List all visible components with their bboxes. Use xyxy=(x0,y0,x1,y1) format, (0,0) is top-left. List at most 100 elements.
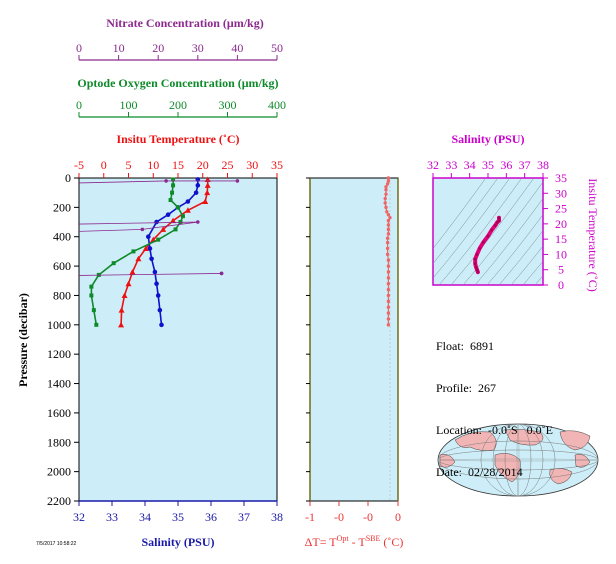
oxygen-point xyxy=(94,322,99,327)
pressure-tick-label: 600 xyxy=(53,259,71,273)
salinity-point xyxy=(149,256,154,262)
delta-t-point xyxy=(386,311,391,315)
temperature-tick-label: 0 xyxy=(101,158,107,172)
salinity-point xyxy=(165,212,171,218)
oxygen-point xyxy=(131,249,136,254)
salinity-point xyxy=(154,219,159,225)
pressure-tick-label: 2200 xyxy=(47,494,71,508)
salinity-point xyxy=(159,322,164,328)
pressure-tick-label: 0 xyxy=(65,171,71,185)
nitrate-point xyxy=(140,227,145,232)
ts-point xyxy=(482,240,485,244)
oxygen-axis-label: Optode Oxygen Concentration (μm/kg) xyxy=(77,76,278,90)
delta-t-plot-area xyxy=(309,177,399,502)
delta-t-point xyxy=(386,287,391,292)
ts-y-tick-label: 0 xyxy=(558,278,564,292)
salinity-point xyxy=(185,199,191,204)
delta-t-point xyxy=(386,232,391,236)
profile-number-text: Profile: 267 xyxy=(436,381,496,395)
oxygen-tick-label: 200 xyxy=(169,98,187,112)
delta-t-point xyxy=(385,236,390,240)
temperature-axis-label: Insitu Temperature (˚C) xyxy=(116,132,239,146)
ts-density-contours xyxy=(433,178,543,285)
globe-graticule xyxy=(437,440,599,480)
temperature-point xyxy=(204,182,211,188)
ts-density-contour xyxy=(522,260,543,285)
ts-point xyxy=(475,253,479,256)
oxygen-point xyxy=(111,261,116,266)
oxygen-point xyxy=(168,198,173,203)
nitrate-point xyxy=(235,179,240,183)
oxygen-point xyxy=(91,308,96,313)
ts-x-tick-label: 34 xyxy=(464,158,476,172)
timestamp-footer: 7/5/2017 10:58:22 xyxy=(36,541,77,547)
temperature-tick-label: 35 xyxy=(271,158,283,172)
ts-x-tick-label: 32 xyxy=(427,158,439,172)
ts-x-tick-label: 38 xyxy=(537,158,549,172)
nitrate-tick-label: 20 xyxy=(152,41,164,55)
ts-plot-title: Salinity (PSU) xyxy=(451,132,524,146)
ts-point xyxy=(478,246,482,250)
nitrate-tick-label: 50 xyxy=(271,41,283,55)
salinity-point xyxy=(154,281,159,287)
temperature-tick-label: 5 xyxy=(126,158,132,172)
oxygen-point xyxy=(173,227,178,232)
oxygen-point xyxy=(170,190,175,195)
delta-t-point xyxy=(383,196,387,201)
date-text: Date: 02/28/2014 xyxy=(436,465,523,479)
delta-t-label-main: ΔT= T xyxy=(305,535,338,549)
delta-t-tick-label: -0 xyxy=(363,510,373,524)
delta-t-label-sup2: SBE xyxy=(366,534,381,543)
ts-point xyxy=(497,216,501,220)
nitrate-line xyxy=(78,228,143,232)
globe-landmass xyxy=(574,454,591,468)
delta-t-point xyxy=(386,270,391,274)
oxygen-point xyxy=(156,237,161,242)
temperature-tick-label: 20 xyxy=(197,158,209,172)
temperature-point xyxy=(135,255,142,262)
salinity-point xyxy=(155,293,161,298)
location-text: Location: -0.0˚S 0.0˚E xyxy=(436,423,553,437)
delta-t-point xyxy=(386,179,391,183)
nitrate-point xyxy=(164,179,168,183)
salinity-tick-label: 37 xyxy=(238,510,250,524)
delta-t-point xyxy=(386,227,391,232)
ts-y-tick-label: 20 xyxy=(555,217,567,231)
delta-t-label-unit: (˚C) xyxy=(380,535,403,549)
nitrate-line xyxy=(78,180,167,184)
oxygen-point xyxy=(180,214,185,219)
salinity-tick-label: 36 xyxy=(205,510,217,524)
salinity-point xyxy=(193,190,199,195)
ts-point xyxy=(495,220,499,224)
world-globe-map xyxy=(437,423,599,497)
delta-t-point xyxy=(386,218,391,223)
ts-point xyxy=(473,262,477,265)
delta-t-point xyxy=(386,258,391,262)
ts-y-axis-label: Insitu Temperature (˚C) xyxy=(586,178,600,292)
pressure-tick-label: 1800 xyxy=(47,435,71,449)
nitrate-segment xyxy=(142,221,198,230)
ts-x-tick-label: 36 xyxy=(500,158,512,172)
ts-x-tick-label: 33 xyxy=(445,158,457,172)
salinity-axis-label: Salinity (PSU) xyxy=(141,535,214,549)
ts-y-tick-label: 25 xyxy=(555,202,567,216)
delta-t-point xyxy=(388,215,392,220)
pressure-tick-label: 200 xyxy=(53,200,71,214)
ts-point xyxy=(474,265,478,269)
ts-y-tick-label: 15 xyxy=(555,232,567,246)
nitrate-line xyxy=(78,273,222,276)
ts-x-tick-label: 37 xyxy=(519,158,531,172)
oxygen-point xyxy=(171,177,176,182)
ts-point xyxy=(497,219,501,223)
delta-t-point xyxy=(385,246,390,251)
ts-point xyxy=(486,234,490,238)
nitrate-axis-label: Nitrate Concentration (μm/kg) xyxy=(106,16,263,30)
delta-t-point xyxy=(383,201,387,205)
delta-t-point xyxy=(384,188,388,192)
ts-density-contour xyxy=(433,178,499,264)
delta-t-point xyxy=(386,293,391,298)
ts-density-contour xyxy=(433,178,487,250)
delta-t-point xyxy=(386,317,391,321)
oxygen-point xyxy=(176,205,180,210)
